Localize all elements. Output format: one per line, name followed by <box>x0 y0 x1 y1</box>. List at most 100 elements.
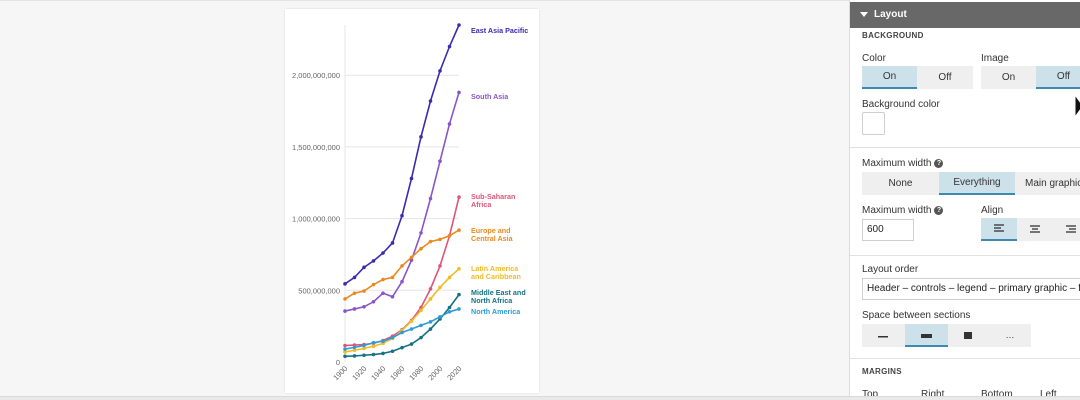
series-label: North Africa <box>471 296 513 305</box>
data-point <box>371 340 376 345</box>
series-label: Sub-Saharan <box>471 192 515 201</box>
series-label: Europe and <box>471 226 511 235</box>
data-point <box>362 346 366 351</box>
data-point <box>428 297 433 301</box>
data-point <box>438 159 442 164</box>
data-point <box>438 285 442 290</box>
y-tick-label: 1,500,000,000 <box>292 143 340 152</box>
margins-heading: MARGINS <box>862 367 902 376</box>
data-point <box>352 307 357 311</box>
data-point <box>343 347 347 351</box>
align-center-button[interactable] <box>1017 218 1053 241</box>
data-point <box>381 339 385 344</box>
data-point <box>409 342 414 346</box>
data-point <box>447 234 452 238</box>
y-tick-label: 1,000,000,000 <box>292 215 340 224</box>
data-point <box>428 99 433 103</box>
data-point <box>409 258 414 262</box>
max-width-value-text: Maximum width <box>862 205 932 216</box>
data-point <box>447 44 452 49</box>
max-width-none-button[interactable]: None <box>862 172 939 195</box>
data-point <box>409 176 414 181</box>
data-point <box>457 228 461 232</box>
image-label: Image <box>981 53 1009 64</box>
top-border <box>0 0 1080 1</box>
x-tick-label: 2020 <box>445 364 463 382</box>
data-point <box>390 275 395 280</box>
space-custom-button[interactable]: … <box>989 324 1031 347</box>
color-on-button[interactable]: On <box>862 66 917 89</box>
x-tick-label: 1940 <box>369 364 387 382</box>
data-point <box>457 292 461 297</box>
max-width-everything-button[interactable]: Everything <box>939 172 1015 195</box>
data-point <box>457 195 461 199</box>
mouse-cursor-icon <box>1074 94 1080 119</box>
help-icon[interactable]: ? <box>934 159 944 168</box>
chart-card: 0 500,000,000 1,000,000,000 1,500,000,000 2,… <box>285 9 539 393</box>
data-point <box>428 239 433 244</box>
align-left-icon <box>994 224 1004 232</box>
section-title: Layout <box>874 9 907 20</box>
series-label: South Asia <box>471 92 509 101</box>
data-point <box>352 291 357 295</box>
y-tick-label: 2,000,000,000 <box>292 71 340 80</box>
max-width-mode-text: Maximum width <box>862 158 932 169</box>
margin-top-label: Top <box>862 389 879 397</box>
max-width-input[interactable]: 600 <box>862 219 914 241</box>
data-point <box>428 196 433 201</box>
data-point <box>409 255 414 260</box>
series-label: Middle East and <box>471 288 526 297</box>
layout-order-select[interactable]: Header – controls – legend – primary gra… <box>862 278 1080 300</box>
align-right-icon <box>1066 225 1076 233</box>
x-tick-label: 2000 <box>426 364 444 382</box>
data-point <box>362 343 366 348</box>
align-right-button[interactable] <box>1053 218 1080 241</box>
image-off-button[interactable]: Off <box>1036 66 1080 89</box>
data-point <box>419 308 423 313</box>
divider <box>850 358 1080 359</box>
space-medium-icon <box>921 334 932 338</box>
data-point <box>371 282 376 287</box>
series-line <box>344 92 460 312</box>
data-point <box>400 264 404 268</box>
series-label: and Caribbean <box>471 272 521 281</box>
data-point <box>343 309 347 313</box>
background-color-swatch[interactable] <box>862 112 885 135</box>
data-point <box>419 135 423 139</box>
data-point <box>352 275 357 280</box>
data-point <box>447 122 452 126</box>
data-point <box>381 251 385 255</box>
space-large-button[interactable] <box>948 324 989 347</box>
x-tick-label: 1900 <box>331 364 349 382</box>
layout-order-label: Layout order <box>862 264 919 275</box>
color-label: Color <box>862 53 886 64</box>
data-point <box>390 335 395 340</box>
space-medium-button[interactable] <box>905 324 948 347</box>
data-point <box>419 323 423 328</box>
divider <box>850 147 1080 148</box>
image-on-button[interactable]: On <box>981 66 1036 89</box>
data-point <box>343 350 347 354</box>
background-color-label: Background color <box>862 99 940 110</box>
max-width-main-graphic-button[interactable]: Main graphic <box>1015 172 1080 195</box>
divider <box>850 255 1080 256</box>
margin-left-label: Left <box>1040 389 1057 397</box>
data-point <box>371 344 376 349</box>
layout-section-header[interactable]: Layout <box>850 2 1080 28</box>
space-small-button[interactable] <box>862 324 905 347</box>
data-point <box>419 246 423 251</box>
align-left-button[interactable] <box>981 218 1017 241</box>
data-point <box>447 305 452 310</box>
margin-right-label: Right <box>921 389 945 397</box>
collapse-triangle-icon <box>860 12 868 17</box>
data-point <box>352 345 357 350</box>
data-point <box>362 353 366 358</box>
series-label: Central Asia <box>471 234 514 243</box>
data-point <box>352 348 357 353</box>
data-point <box>371 299 376 304</box>
data-point <box>390 349 395 354</box>
line-chart: 0 500,000,000 1,000,000,000 1,500,000,000 2,… <box>292 23 528 382</box>
settings-panel: Layout BACKGROUND Color On Off Image On … <box>849 0 1080 397</box>
help-icon[interactable]: ? <box>934 206 944 215</box>
color-off-button[interactable]: Off <box>917 66 973 89</box>
